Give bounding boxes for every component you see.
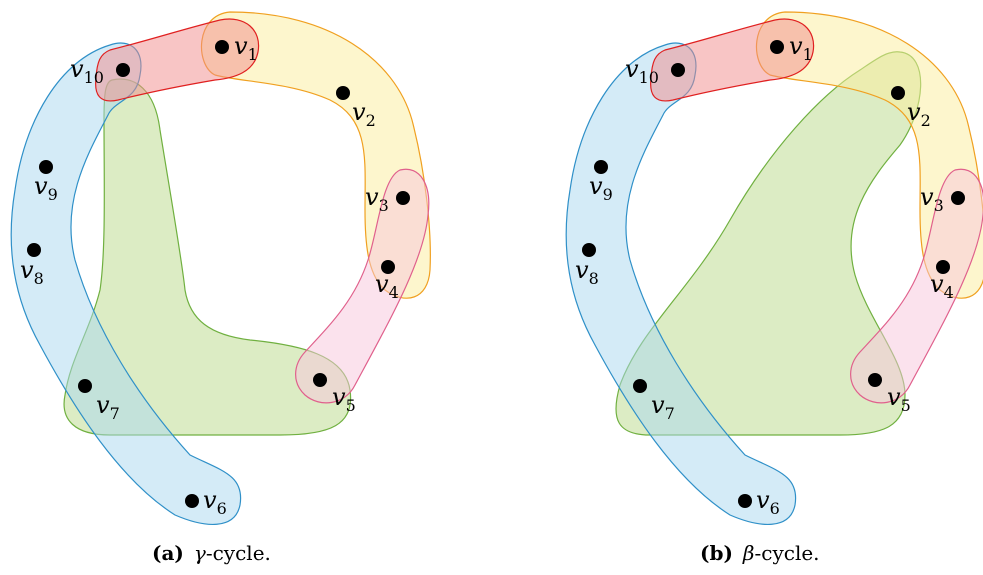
hyperedge-blue: [10, 42, 242, 525]
hyperedge-green: [63, 78, 352, 436]
panel-b: v1 v2 v3 v4 v5 v6 v7 v8 v9 v10 (b) β-cyc…: [565, 11, 983, 565]
hyperedge-red: [95, 18, 260, 102]
hyperedge-pink: [295, 168, 430, 404]
panel-a: v1 v2 v3 v4 v5 v6 v7 v8 v9 v10 (a) γ-cyc…: [10, 11, 431, 565]
caption-b: (b) β-cycle.: [700, 541, 820, 565]
hyperedge-blue-b: [565, 42, 797, 525]
hyperedge-red-b: [650, 18, 815, 102]
caption-a: (a) γ-cycle.: [152, 541, 271, 565]
vertex-v3-b: v3: [920, 183, 965, 215]
vertex-v2: v2: [336, 86, 376, 130]
